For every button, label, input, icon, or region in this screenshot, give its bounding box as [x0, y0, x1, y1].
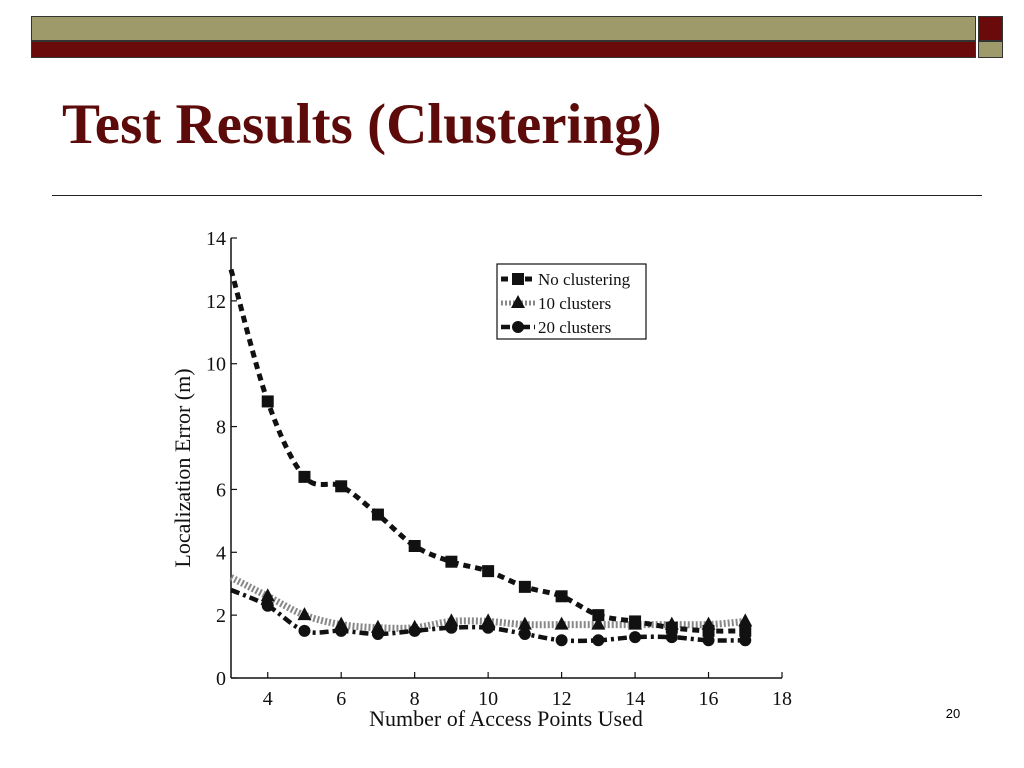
- data-point-triangle: [554, 616, 569, 630]
- legend-marker-circle: [512, 321, 524, 333]
- x-tick-label: 4: [263, 688, 273, 710]
- data-point-square: [518, 580, 531, 593]
- chart-legend: No clustering 10 clusters 20 clusters: [496, 263, 647, 340]
- y-tick-label: 12: [206, 291, 226, 313]
- data-point-circle: [555, 634, 568, 647]
- page-number: 20: [945, 706, 961, 721]
- data-point-square: [592, 609, 605, 622]
- data-point-triangle: [591, 616, 606, 630]
- header-bar-olive: [31, 16, 976, 41]
- data-point-circle: [665, 631, 678, 644]
- chart-axes: 4 6 8 10 12 14 16 18 0 2 4 6 8 10 12 14: [206, 228, 792, 710]
- x-tick-label: 8: [410, 688, 420, 710]
- y-tick-label: 6: [216, 479, 226, 501]
- x-tick-label: 18: [772, 688, 792, 710]
- y-tick-label: 10: [206, 354, 226, 376]
- corner-square-olive: [978, 41, 1003, 58]
- y-tick-label: 14: [206, 228, 226, 250]
- data-point-square: [702, 624, 715, 637]
- legend-marker-square: [512, 273, 524, 285]
- legend-label: 20 clusters: [538, 318, 611, 337]
- line-chart: 4 6 8 10 12 14 16 18 0 2 4 6 8 10 12 14 Number of Acces…: [170, 228, 792, 731]
- x-axis-label: Number of Access Points Used: [369, 706, 643, 731]
- data-point-square: [261, 395, 274, 408]
- data-point-square: [298, 470, 311, 483]
- x-tick-label: 14: [625, 688, 645, 710]
- title-divider: [52, 195, 982, 196]
- header-bar-maroon: [31, 41, 976, 58]
- data-point-circle: [445, 621, 458, 634]
- x-tick-label: 12: [552, 688, 572, 710]
- data-point-circle: [482, 621, 495, 634]
- data-point-circle: [371, 628, 384, 640]
- legend-marker-triangle: [511, 295, 525, 308]
- data-point-square: [555, 590, 568, 603]
- data-point-triangle: [297, 607, 312, 621]
- data-point-circle: [518, 628, 531, 640]
- data-point-triangle: [517, 616, 532, 630]
- data-point-square: [665, 621, 678, 634]
- y-tick-label: 0: [216, 668, 226, 690]
- data-point-square: [629, 615, 642, 628]
- legend-label: 10 clusters: [538, 294, 611, 313]
- x-tick-label: 6: [336, 688, 346, 710]
- data-point-circle: [298, 624, 311, 637]
- corner-square-maroon: [978, 16, 1003, 41]
- x-tick-label: 10: [478, 688, 498, 710]
- y-tick-label: 8: [216, 417, 226, 439]
- legend-items: No clustering 10 clusters 20 clusters: [501, 270, 631, 337]
- data-point-square: [739, 624, 752, 637]
- chart-series-lines: [228, 268, 746, 644]
- data-point-circle: [408, 624, 421, 637]
- y-tick-label: 2: [216, 605, 226, 627]
- legend-label: No clustering: [538, 270, 631, 289]
- data-point-square: [371, 508, 384, 521]
- data-point-square: [445, 555, 458, 568]
- data-point-triangle: [260, 588, 275, 602]
- data-point-circle: [629, 631, 642, 644]
- x-tick-label: 16: [699, 688, 719, 710]
- data-point-circle: [261, 599, 274, 612]
- data-point-square: [482, 565, 495, 578]
- data-point-square: [335, 480, 348, 493]
- y-axis-label: Localization Error (m): [170, 368, 195, 567]
- slide-title: Test Results (Clustering): [62, 93, 662, 156]
- chart-series-markers: [260, 395, 753, 647]
- data-point-square: [408, 540, 421, 552]
- data-point-triangle: [738, 613, 753, 627]
- y-tick-label: 4: [216, 542, 226, 564]
- data-point-circle: [739, 634, 752, 647]
- data-point-circle: [592, 634, 605, 647]
- data-point-circle: [335, 624, 348, 637]
- data-point-circle: [702, 634, 715, 647]
